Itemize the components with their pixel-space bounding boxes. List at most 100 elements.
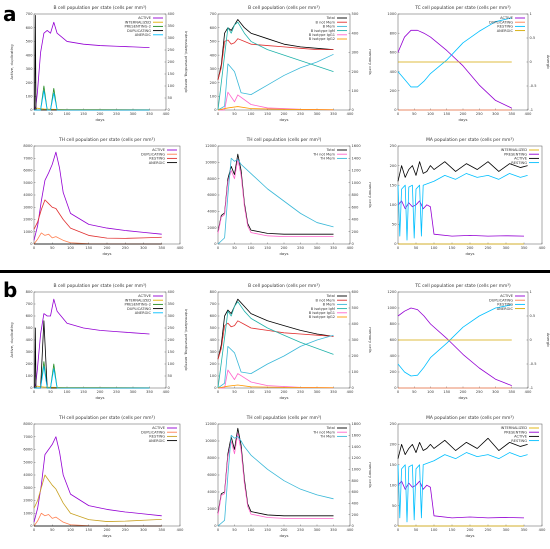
- x-tick-label: 100: [67, 246, 75, 250]
- x-tick-label: 150: [85, 528, 93, 532]
- chart-title: B cell population per state (cells per m…: [54, 283, 147, 289]
- y2-axis-label: internalized, presenting, anergic: [184, 31, 188, 93]
- x-tick-label: 250: [113, 390, 121, 394]
- legend-label: ACTIVE: [500, 294, 514, 298]
- y2-tick-label: 1400: [352, 156, 362, 160]
- chart-svg-a2: B cell population (cells per mm³) 0 50 100 1…: [210, 5, 372, 122]
- y-tick-label: 600: [26, 314, 34, 318]
- x-tick-label: 400: [539, 246, 547, 250]
- y-tick-label: 600: [390, 51, 398, 55]
- y2-tick-label: 50: [168, 96, 173, 100]
- legend-label: RESTING: [149, 157, 165, 161]
- legend-label: B not Mem: [316, 20, 336, 24]
- x-tick-label: 0: [33, 246, 36, 250]
- legend-label: DUPLICATING: [127, 307, 151, 311]
- series-line: [34, 320, 150, 389]
- x-tick-label: 400: [347, 528, 355, 532]
- x-tick-label: 0: [217, 528, 220, 532]
- legend-label: DUPLICATING: [141, 152, 165, 156]
- y2-tick-label: 500: [352, 306, 360, 310]
- chart-svg-a5: TH cell population (cells per mm³) 0 50 100…: [205, 137, 372, 256]
- y-tick-label: 50: [392, 504, 397, 508]
- y-tick-label: 1000: [387, 306, 397, 310]
- y-tick-label: 500: [210, 40, 218, 44]
- legend-label: Total: [326, 148, 335, 152]
- x-tick-label: 200: [104, 528, 112, 532]
- legend-label: ACTIVE: [514, 435, 528, 439]
- chart-svg-b2: B cell population (cells per mm³) 0 50 100 1…: [210, 283, 372, 400]
- panel-label-a: a: [3, 2, 17, 26]
- series-line: [397, 452, 528, 523]
- legend-label: DUPLICATING: [489, 20, 513, 24]
- series-line: [397, 307, 512, 386]
- x-tick-label: 350: [521, 246, 529, 250]
- chart-b5: TH cell population (cells per mm³) 0 50 100…: [192, 412, 372, 546]
- x-tick-label: 0: [397, 112, 400, 116]
- legend-label: Total: [326, 426, 335, 430]
- chart-svg-a3: TC cell population per state (cells per …: [387, 5, 550, 122]
- y-tick-label: 4000: [23, 193, 33, 197]
- legend-label: ACTIVE: [138, 294, 152, 298]
- y-tick-label: 800: [390, 322, 398, 326]
- x-tick-label: 100: [64, 390, 72, 394]
- legend-label: Total: [326, 16, 335, 20]
- y-tick-label: 200: [210, 362, 218, 366]
- legend-label: ANERGIC: [497, 29, 514, 33]
- y-tick-label: 200: [390, 443, 398, 447]
- y-tick-label: 1000: [23, 511, 33, 515]
- series-line: [33, 21, 150, 111]
- series-line: [217, 301, 334, 389]
- y2-axis-label: memory cells: [368, 182, 372, 208]
- chart-title: TH cell population (cells per mm³): [246, 137, 322, 143]
- chart-svg-b4: TH cell population per state (cells per …: [23, 415, 184, 538]
- x-tick-label: 400: [163, 390, 171, 394]
- legend-label: TH not Mem: [312, 152, 335, 156]
- y-tick-label: 200: [390, 164, 398, 168]
- y-tick-label: 700: [210, 302, 218, 306]
- y2-tick-label: 1400: [352, 445, 362, 449]
- x-tick-label: 350: [521, 528, 529, 532]
- y2-tick-label: 1600: [352, 144, 362, 148]
- x-tick-label: 250: [297, 246, 305, 250]
- x-tick-label: 150: [443, 112, 451, 116]
- y2-tick-label: 100: [352, 370, 360, 374]
- y-tick-label: 400: [26, 53, 34, 57]
- y-tick-label: 4000: [207, 490, 217, 494]
- x-axis-label: days: [280, 533, 289, 538]
- x-axis-label: days: [466, 251, 475, 256]
- chart-b4: TH cell population per state (cells per …: [8, 412, 188, 546]
- y2-tick-label: 0: [168, 386, 171, 390]
- panel-label-b: b: [3, 278, 18, 302]
- y2-tick-label: 600: [352, 205, 360, 209]
- y-tick-label: 6000: [207, 193, 217, 197]
- y-tick-label: 10000: [205, 161, 217, 165]
- series-line: [397, 304, 512, 377]
- chart-a5: TH cell population (cells per mm³) 0 50 100…: [192, 134, 372, 264]
- x-axis-label: days: [280, 251, 289, 256]
- y-tick-label: 100: [210, 94, 218, 98]
- x-tick-label: 50: [232, 390, 237, 394]
- x-tick-label: 300: [503, 246, 511, 250]
- y-axis-label: Active, duplicating: [9, 44, 14, 80]
- y-tick-label: 0: [214, 242, 217, 246]
- x-tick-label: 0: [33, 528, 36, 532]
- series-line: [33, 199, 162, 239]
- x-tick-label: 100: [64, 112, 72, 116]
- x-tick-label: 150: [80, 390, 88, 394]
- series-line: [34, 366, 150, 389]
- y2-tick-label: 1200: [352, 169, 362, 173]
- chart-a2: B cell population (cells per mm³) 0 50 100 1…: [192, 2, 372, 130]
- chart-title: B cell population (cells per mm³): [248, 283, 320, 289]
- series-line: [397, 17, 512, 88]
- legend-label: RESTING: [497, 25, 513, 29]
- y-tick-label: 12000: [205, 144, 217, 148]
- y2-tick-label: 400: [168, 290, 176, 294]
- legend-label: ACTIVE: [152, 426, 166, 430]
- chart-title: B cell population (cells per mm³): [248, 5, 320, 11]
- series-line: [217, 334, 334, 389]
- series-line: [217, 427, 334, 517]
- legend-label: RESTING: [511, 439, 527, 443]
- series-line: [33, 436, 162, 523]
- legend-label: INTERNALIZED: [125, 298, 152, 302]
- series-line: [217, 384, 334, 389]
